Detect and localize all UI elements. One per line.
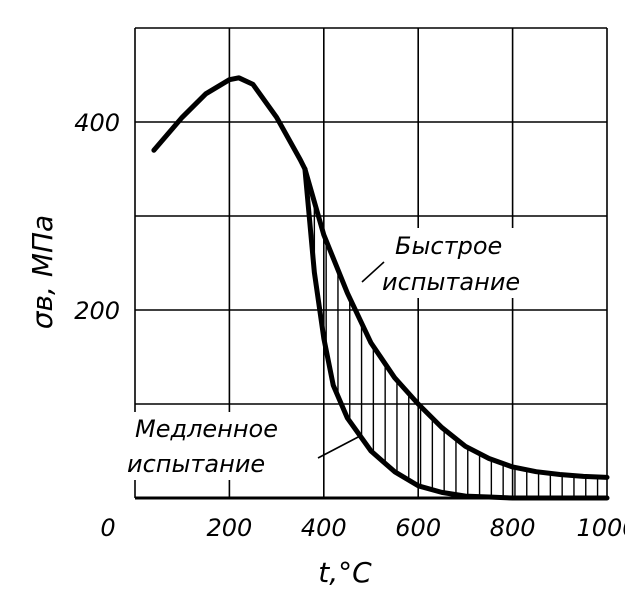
curve-fast-test bbox=[302, 166, 610, 480]
x-tick-label-400: 400 bbox=[301, 514, 347, 542]
slow-test-leader bbox=[317, 434, 363, 459]
series-group bbox=[151, 75, 610, 501]
fast-test-label-bg bbox=[386, 228, 546, 298]
x-tick-label-1000: 1000 bbox=[576, 514, 625, 542]
x-tick-label-200: 200 bbox=[206, 514, 252, 542]
hatch-region bbox=[313, 201, 599, 498]
curve-rise bbox=[151, 75, 308, 172]
y-tick-label-400: 400 bbox=[74, 109, 120, 137]
x-tick-label-0: 0 bbox=[100, 514, 115, 542]
x-tick-label-800: 800 bbox=[490, 514, 536, 542]
x-tick-label-600: 600 bbox=[395, 514, 441, 542]
y-axis-label: σв, МПа bbox=[26, 215, 59, 329]
annotation-leaders bbox=[317, 261, 385, 459]
y-tick-label-200: 200 bbox=[74, 297, 120, 325]
fast-test-leader bbox=[361, 261, 385, 283]
slow-test-label-bg bbox=[124, 412, 310, 480]
tick-labels: 0 200 400 600 800 1000 200 400 bbox=[74, 109, 625, 542]
slow-test-label-line-1: Медленное bbox=[135, 415, 278, 443]
curve-slow-test bbox=[302, 166, 610, 501]
fast-test-label-line-2: испытание bbox=[382, 268, 520, 296]
x-axis-label: t,°C bbox=[318, 556, 372, 589]
slow-test-label-line-2: испытание bbox=[127, 450, 265, 478]
annotation-backgrounds bbox=[124, 228, 546, 480]
fast-test-label-line-1: Быстрое bbox=[395, 232, 502, 260]
